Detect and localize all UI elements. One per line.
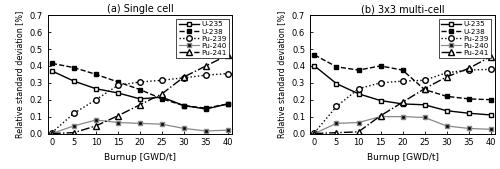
X-axis label: Burnup [GWD/t]: Burnup [GWD/t] xyxy=(104,153,176,162)
Y-axis label: Relative standard deviation [%]: Relative standard deviation [%] xyxy=(15,11,24,138)
Legend: U-235, U-238, Pu-239, Pu-240, Pu-241: U-235, U-238, Pu-239, Pu-240, Pu-241 xyxy=(438,19,492,58)
Title: (a) Single cell: (a) Single cell xyxy=(106,4,174,14)
X-axis label: Burnup [GWD/t]: Burnup [GWD/t] xyxy=(366,153,438,162)
Y-axis label: Relative standard deviation [%]: Relative standard deviation [%] xyxy=(278,11,286,138)
Legend: U-235, U-238, Pu-239, Pu-240, Pu-241: U-235, U-238, Pu-239, Pu-240, Pu-241 xyxy=(176,19,229,58)
Title: (b) 3x3 multi-cell: (b) 3x3 multi-cell xyxy=(360,4,444,14)
